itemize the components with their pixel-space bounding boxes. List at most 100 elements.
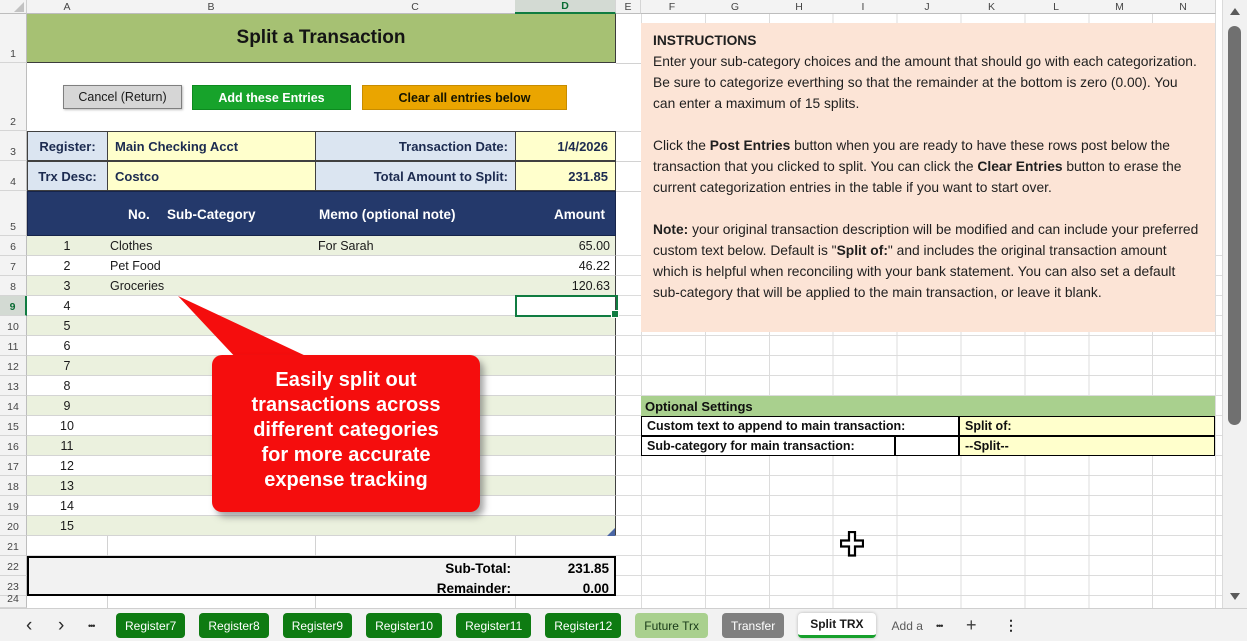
column-header-c[interactable]: C [315,0,516,14]
vertical-scrollbar[interactable] [1222,0,1247,612]
row-header-5[interactable]: 5 [0,191,27,236]
sheet-tab-add-a[interactable]: Add a [891,618,923,633]
sheet-tab-register12[interactable]: Register12 [545,613,622,638]
cell-sub[interactable]: Groceries [110,278,165,293]
row-header-11[interactable]: 11 [0,336,27,356]
sheet-tab-future-trx[interactable]: Future Trx [635,613,708,638]
gridline [616,131,641,132]
scroll-down-icon[interactable] [1230,593,1240,600]
row-header-6[interactable]: 6 [0,236,27,256]
header-sub-category: Sub-Category [167,207,256,222]
column-header-n[interactable]: N [1151,0,1216,14]
sheet-tab-register8[interactable]: Register8 [199,613,269,638]
row-header-18[interactable]: 18 [0,476,27,496]
column-header-i[interactable]: I [831,0,896,14]
header-no: No. [128,207,150,222]
cell-amt[interactable]: 46.22 [578,258,610,273]
more-sheets-right-button[interactable]: ••• [936,620,944,631]
column-header-d[interactable]: D [515,0,616,14]
column-header-g[interactable]: G [703,0,768,14]
vertical-scrollbar-thumb[interactable] [1228,26,1241,425]
selected-cell-d9[interactable] [515,295,619,318]
column-header-l[interactable]: L [1024,0,1089,14]
sheet-tab-register11[interactable]: Register11 [456,613,532,638]
subcategory-main-label: Sub-category for main transaction: [641,436,895,456]
add-entries-button[interactable]: Add these Entries [192,85,351,110]
cell-sub[interactable]: Pet Food [110,258,161,273]
row-header-12[interactable]: 12 [0,356,27,376]
row-header-13[interactable]: 13 [0,376,27,396]
row-header-7[interactable]: 7 [0,256,27,276]
register-value[interactable]: Main Checking Acct [107,131,316,161]
column-header-f[interactable]: F [641,0,704,14]
prev-sheet-button[interactable]: ‹ [26,614,33,636]
sheet-menu-button[interactable]: ⋮ [1004,617,1018,633]
cell-no[interactable]: 2 [63,258,71,273]
cell-no[interactable]: 10 [60,418,74,433]
sheet-tab-split-trx[interactable]: Split TRX [798,613,876,638]
row-header-21[interactable]: 21 [0,536,27,556]
next-sheet-button[interactable]: › [58,614,65,636]
cell-no[interactable]: 9 [63,398,71,413]
cell-no[interactable]: 12 [60,458,74,473]
column-header-m[interactable]: M [1088,0,1152,14]
split-row-2: 2 Pet Food 46.22 [27,256,616,276]
cell-no[interactable]: 15 [60,518,74,533]
row-header-1[interactable]: 1 [0,14,27,63]
row-header-22[interactable]: 22 [0,556,27,576]
instructions-title: INSTRUCTIONS [653,33,757,48]
column-header-b[interactable]: B [107,0,316,14]
total-amount-value[interactable]: 231.85 [515,161,616,191]
cancel-button[interactable]: Cancel (Return) [63,85,182,109]
transaction-date-value[interactable]: 1/4/2026 [515,131,616,161]
cell-no[interactable]: 7 [63,358,71,373]
cell-no[interactable]: 6 [63,338,71,353]
sheet-tab-register10[interactable]: Register10 [366,613,443,638]
sheet-tab-register7[interactable]: Register7 [116,613,186,638]
fill-handle[interactable] [611,310,619,318]
row-header-4[interactable]: 4 [0,161,27,191]
cell-no[interactable]: 14 [60,498,74,513]
more-sheets-left-button[interactable]: ••• [88,620,96,631]
row-header-9[interactable]: 9 [0,296,27,316]
sheet-tab-transfer[interactable]: Transfer [721,613,785,638]
cell-sub[interactable]: Clothes [110,238,153,253]
cell-no[interactable]: 11 [60,438,74,453]
cell-no[interactable]: 4 [63,298,71,313]
row-header-14[interactable]: 14 [0,396,27,416]
clear-entries-button[interactable]: Clear all entries below [362,85,567,110]
row-header-8[interactable]: 8 [0,276,27,296]
select-all-corner[interactable] [0,0,27,14]
column-header-j[interactable]: J [895,0,960,14]
row-header-10[interactable]: 10 [0,316,27,336]
sheet-tab-register9[interactable]: Register9 [282,613,353,638]
trx-desc-value[interactable]: Costco [107,161,316,191]
gridline [616,161,641,162]
subcategory-main-value[interactable]: --Split-- [959,436,1215,456]
column-header-k[interactable]: K [959,0,1025,14]
row-header-15[interactable]: 15 [0,416,27,436]
row-header-2[interactable]: 2 [0,63,27,131]
cell-no[interactable]: 5 [63,318,71,333]
cell-no[interactable]: 1 [63,238,71,253]
row-header-24[interactable]: 24 [0,593,27,608]
column-header-h[interactable]: H [767,0,832,14]
cell-no[interactable]: 8 [63,378,71,393]
column-header-e[interactable]: E [616,0,641,14]
cell-no[interactable]: 13 [60,478,74,493]
row-header-3[interactable]: 3 [0,131,27,161]
row-header-20[interactable]: 20 [0,516,27,536]
cell-amt[interactable]: 120.63 [571,278,610,293]
row-header-23[interactable]: 23 [0,576,27,596]
row-header-16[interactable]: 16 [0,436,27,456]
cell-amt[interactable]: 65.00 [578,238,610,253]
scroll-up-icon[interactable] [1230,8,1240,15]
cell-memo[interactable]: For Sarah [318,238,374,253]
cell-no[interactable]: 3 [63,278,71,293]
row-header-19[interactable]: 19 [0,496,27,516]
column-header-a[interactable]: A [27,0,108,14]
custom-text-value[interactable]: Split of: [959,416,1215,436]
add-sheet-button[interactable]: + [966,615,977,635]
row-header-17[interactable]: 17 [0,456,27,476]
